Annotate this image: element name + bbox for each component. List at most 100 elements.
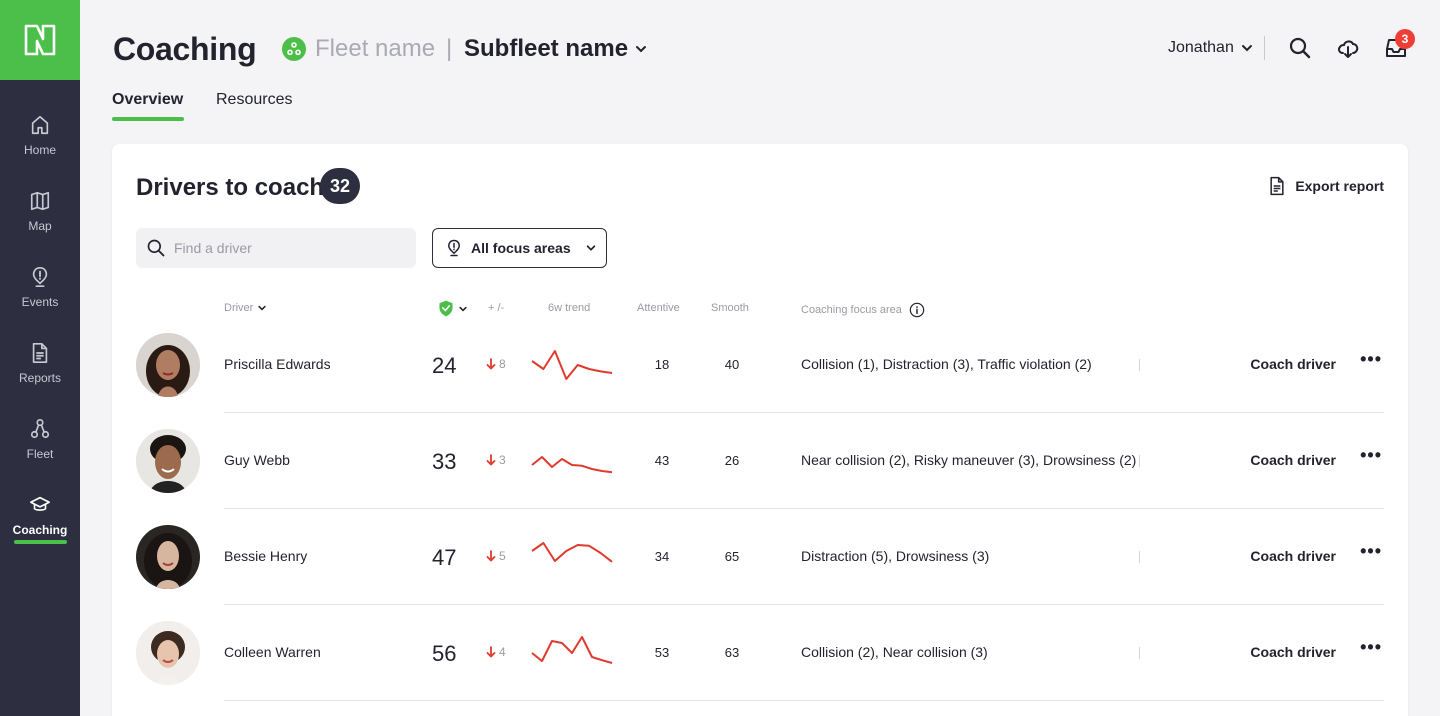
arrow-down-icon xyxy=(486,358,496,370)
column-label: Coaching focus area xyxy=(801,304,902,316)
breadcrumb-fleet[interactable]: Fleet name xyxy=(315,35,436,62)
fleet-icon xyxy=(30,419,50,439)
column-divider xyxy=(1139,359,1140,371)
chevron-down-icon xyxy=(636,46,647,53)
coach-driver-button[interactable]: Coach driver xyxy=(1250,356,1336,372)
coaching-focus-areas: Distraction (5), Drowsiness (3) xyxy=(801,548,990,564)
coach-driver-button[interactable]: Coach driver xyxy=(1250,548,1336,564)
row-divider xyxy=(224,412,1384,413)
coaching-focus-areas: Collision (2), Near collision (3) xyxy=(801,644,988,660)
delta-value: 8 xyxy=(499,357,506,371)
sidebar-item-label: Home xyxy=(23,143,56,157)
export-report-button[interactable]: Export report xyxy=(1267,176,1384,196)
arrow-down-icon xyxy=(486,550,496,562)
app-logo[interactable] xyxy=(0,0,80,80)
table-row[interactable]: Priscilla Edwards 24 8 18 40 Collision (… xyxy=(136,333,1384,429)
search-icon xyxy=(147,239,165,257)
home-icon xyxy=(31,115,49,135)
more-options-icon[interactable]: ••• xyxy=(1360,349,1382,369)
sidebar-item-label: Reports xyxy=(18,371,62,385)
driver-count-badge: 32 xyxy=(320,168,360,204)
more-options-icon[interactable]: ••• xyxy=(1360,445,1382,465)
column-header-focus-area: Coaching focus area xyxy=(801,302,925,318)
tab-overview[interactable]: Overview xyxy=(112,91,184,108)
info-icon[interactable] xyxy=(909,302,925,318)
trend-sparkline xyxy=(531,636,613,664)
column-header-safety-score[interactable] xyxy=(438,300,468,317)
driver-name[interactable]: Bessie Henry xyxy=(224,548,308,564)
attentive-score: 34 xyxy=(654,549,670,564)
driver-name[interactable]: Priscilla Edwards xyxy=(224,356,331,372)
location-pin-icon xyxy=(447,239,461,257)
sidebar-item-fleet[interactable]: Fleet xyxy=(0,410,80,480)
table-row[interactable]: Colleen Warren 56 4 53 63 Collision (2),… xyxy=(136,621,1384,716)
focus-filter-label: All focus areas xyxy=(471,240,571,256)
avatar xyxy=(136,525,200,589)
search-icon[interactable] xyxy=(1288,36,1312,60)
sidebar-item-reports[interactable]: Reports xyxy=(0,334,80,404)
sidebar-item-map[interactable]: Map xyxy=(0,182,80,252)
more-options-icon[interactable]: ••• xyxy=(1360,637,1382,657)
column-label: Driver xyxy=(224,302,254,314)
trend-line xyxy=(531,350,613,380)
cloud-download-icon[interactable] xyxy=(1336,36,1360,60)
table-row[interactable]: Guy Webb 33 3 43 26 Near collision (2), … xyxy=(136,429,1384,525)
coaching-focus-areas: Collision (1), Distraction (3), Traffic … xyxy=(801,356,1092,372)
avatar xyxy=(136,429,200,493)
sidebar-item-label: Map xyxy=(28,219,52,233)
avatar xyxy=(136,333,200,397)
driver-search[interactable] xyxy=(136,228,416,268)
column-header-driver[interactable]: Driver xyxy=(224,302,267,314)
subfleet-selector[interactable]: Subfleet name xyxy=(464,35,648,63)
chevron-down-icon xyxy=(459,306,467,312)
card-title: Drivers to coach xyxy=(136,174,325,201)
trend-sparkline xyxy=(531,542,613,563)
fleet-group-icon xyxy=(282,37,306,61)
more-options-icon[interactable]: ••• xyxy=(1360,541,1382,561)
sidebar-item-events[interactable]: Events xyxy=(0,258,80,328)
driver-name[interactable]: Guy Webb xyxy=(224,452,290,468)
events-icon xyxy=(32,267,48,287)
chevron-down-icon xyxy=(586,245,595,251)
inbox-icon[interactable] xyxy=(1384,36,1408,60)
attentive-score: 43 xyxy=(654,453,670,468)
row-divider xyxy=(224,508,1384,509)
focus-area-filter[interactable]: All focus areas xyxy=(432,228,607,268)
table-row[interactable]: Bessie Henry 47 5 34 65 Distraction (5),… xyxy=(136,525,1384,621)
notification-badge: 3 xyxy=(1395,29,1415,49)
active-tab-indicator xyxy=(112,117,184,121)
coaching-icon xyxy=(30,496,50,511)
score-delta: 8 xyxy=(486,357,506,371)
chevron-down-icon xyxy=(258,305,266,311)
smooth-score: 63 xyxy=(724,645,740,660)
row-divider xyxy=(224,700,1384,701)
header-divider xyxy=(1264,36,1265,60)
arrow-down-icon xyxy=(486,646,496,658)
column-divider xyxy=(1139,551,1140,563)
delta-value: 3 xyxy=(499,453,506,467)
driver-name[interactable]: Colleen Warren xyxy=(224,644,321,660)
drivers-card: Drivers to coach 32 Export report All fo… xyxy=(112,144,1408,716)
coaching-focus-areas: Near collision (2), Risky maneuver (3), … xyxy=(801,452,1137,468)
user-menu[interactable]: Jonathan xyxy=(1168,39,1254,57)
column-header-smooth: Smooth xyxy=(711,302,749,314)
smooth-score: 40 xyxy=(724,357,740,372)
trend-sparkline xyxy=(531,350,613,380)
safety-score: 56 xyxy=(432,641,457,666)
safety-score: 47 xyxy=(432,545,457,570)
map-icon xyxy=(30,191,50,211)
trend-line xyxy=(531,456,613,474)
sidebar-item-label: Events xyxy=(21,295,59,309)
coach-driver-button[interactable]: Coach driver xyxy=(1250,452,1336,468)
score-delta: 3 xyxy=(486,453,506,467)
search-input[interactable] xyxy=(174,240,394,256)
active-nav-indicator xyxy=(14,540,67,544)
smooth-score: 65 xyxy=(724,549,740,564)
tab-resources[interactable]: Resources xyxy=(216,91,293,108)
column-header-attentive: Attentive xyxy=(637,302,680,314)
sidebar-item-coaching[interactable]: Coaching xyxy=(0,486,80,556)
coach-driver-button[interactable]: Coach driver xyxy=(1250,644,1336,660)
column-divider xyxy=(1139,647,1140,659)
subfleet-label: Subfleet name xyxy=(464,35,629,62)
sidebar-item-home[interactable]: Home xyxy=(0,106,80,176)
